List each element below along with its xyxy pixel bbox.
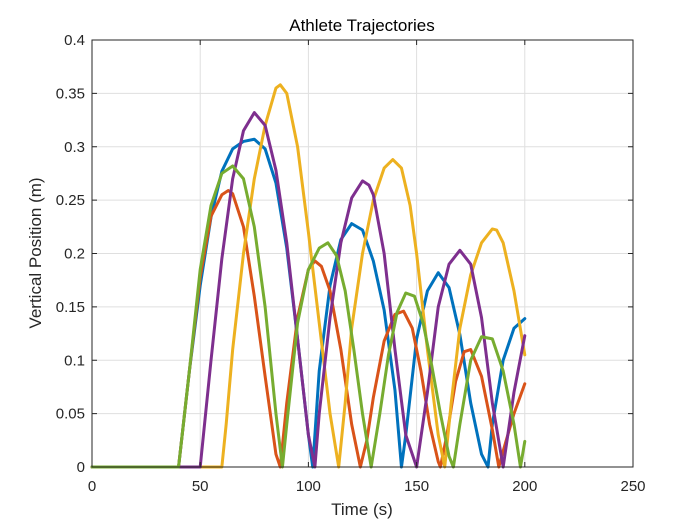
series-line-4 [90, 111, 527, 469]
y-tick-label: 0.05 [56, 406, 85, 423]
axes [91, 39, 634, 468]
chart-title: Athlete Trajectories [289, 16, 435, 35]
x-tick-label: 100 [296, 478, 321, 495]
series-line-1 [90, 137, 527, 469]
x-axis-title: Time (s) [331, 500, 393, 519]
y-tick-label: 0.4 [64, 32, 85, 49]
x-tick-label: 250 [620, 478, 645, 495]
y-axis-title: Vertical Position (m) [26, 177, 45, 328]
x-tick-label: 200 [512, 478, 537, 495]
x-tick-label: 0 [88, 478, 96, 495]
series-line-5 [90, 164, 527, 469]
x-tick-label: 50 [192, 478, 209, 495]
y-tick-label: 0 [77, 459, 85, 476]
y-tick-label: 0.3 [64, 139, 85, 156]
y-tick-label: 0.25 [56, 192, 85, 209]
y-tick-label: 0.1 [64, 352, 85, 369]
series-layer [90, 83, 527, 469]
y-tick-label: 0.35 [56, 85, 85, 102]
y-tick-label: 0.15 [56, 299, 85, 316]
y-tick-label: 0.2 [64, 246, 85, 263]
tick-labels: 0 50 100 150 200 250 0 0.05 0.1 0.15 0.2 0.25 0.3 0.3… [56, 32, 646, 495]
x-tick-label: 150 [404, 478, 429, 495]
